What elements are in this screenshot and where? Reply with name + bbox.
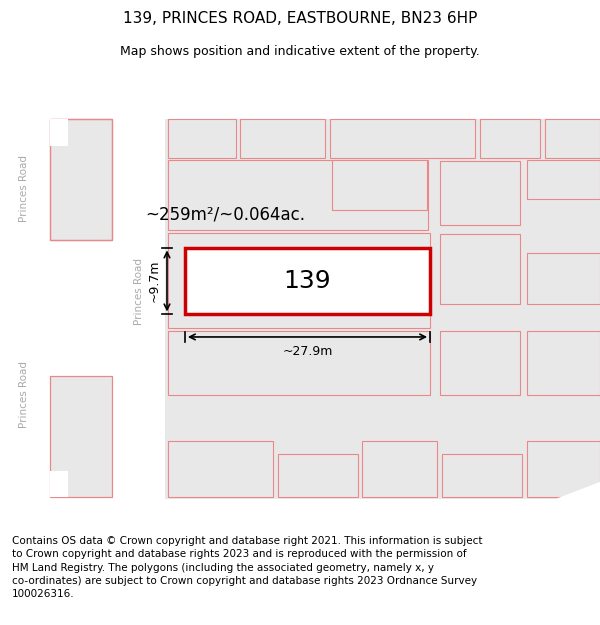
Bar: [278, 454, 358, 498]
Bar: [330, 119, 475, 158]
Text: Princes Road: Princes Road: [19, 156, 29, 222]
Bar: [527, 160, 600, 199]
Bar: [0, 66, 48, 528]
Text: ~9.7m: ~9.7m: [148, 260, 161, 302]
Text: Map shows position and indicative extent of the property.: Map shows position and indicative extent…: [120, 45, 480, 58]
Bar: [50, 119, 112, 241]
Bar: [440, 161, 520, 225]
Bar: [168, 441, 273, 498]
Bar: [0, 499, 600, 528]
Bar: [332, 160, 427, 209]
Text: Princes Road: Princes Road: [19, 361, 29, 428]
Bar: [50, 119, 68, 146]
Bar: [527, 331, 600, 394]
Bar: [527, 441, 600, 498]
Bar: [527, 253, 600, 304]
Text: 139: 139: [284, 269, 331, 293]
Bar: [480, 119, 540, 158]
Bar: [440, 331, 520, 394]
Bar: [168, 160, 428, 230]
Bar: [115, 66, 163, 528]
Bar: [50, 376, 112, 498]
Bar: [50, 471, 68, 498]
Bar: [0, 66, 600, 117]
Bar: [185, 248, 430, 314]
Bar: [440, 234, 520, 304]
Bar: [545, 119, 600, 158]
Text: Princes Road: Princes Road: [134, 258, 144, 325]
Text: 139, PRINCES ROAD, EASTBOURNE, BN23 6HP: 139, PRINCES ROAD, EASTBOURNE, BN23 6HP: [123, 11, 477, 26]
Polygon shape: [480, 482, 600, 528]
Bar: [165, 119, 600, 499]
Bar: [168, 233, 430, 328]
Text: ~259m²/~0.064ac.: ~259m²/~0.064ac.: [145, 206, 305, 224]
Bar: [362, 441, 437, 498]
Bar: [442, 454, 522, 498]
Text: ~27.9m: ~27.9m: [283, 345, 332, 358]
Bar: [240, 119, 325, 158]
Bar: [168, 119, 236, 158]
Bar: [50, 119, 112, 241]
Bar: [168, 331, 430, 394]
Text: Contains OS data © Crown copyright and database right 2021. This information is : Contains OS data © Crown copyright and d…: [12, 536, 482, 599]
